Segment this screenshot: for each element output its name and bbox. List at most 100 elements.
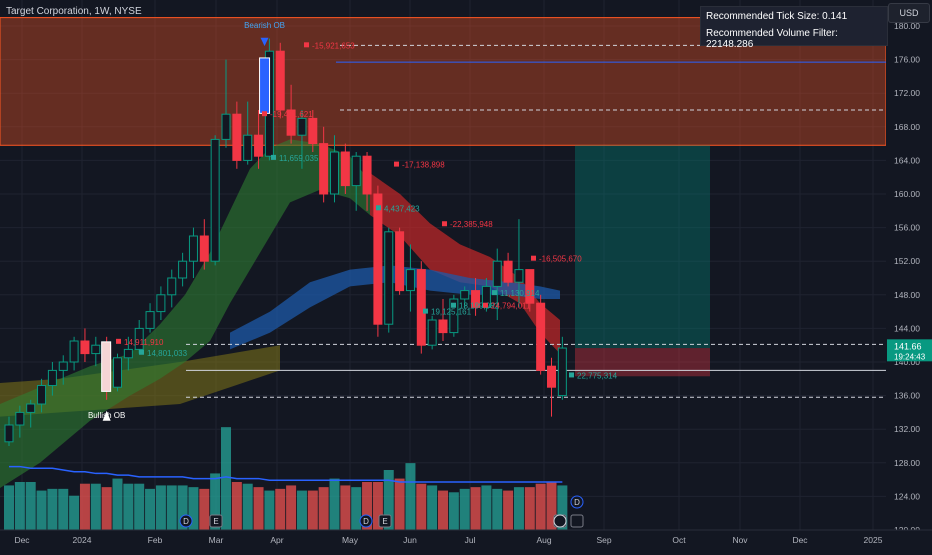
candle-body [123, 348, 133, 359]
split-event-icon[interactable] [553, 514, 567, 528]
volume-bar [58, 488, 69, 530]
volume-bar [166, 485, 177, 530]
tick-size-text: Recommended Tick Size: 0.141 [706, 11, 848, 22]
volume-bar [405, 463, 416, 530]
volume-bar [253, 487, 264, 530]
candle-body [91, 344, 101, 355]
time-tick-label: Dec [14, 535, 30, 545]
info-box: Recommended Tick Size: 0.141 Recommended… [700, 6, 888, 50]
event-icon-glyph: D [183, 517, 189, 526]
dividend-event-icon[interactable] [570, 495, 584, 509]
candle-body [427, 319, 437, 346]
value-label: 11,659,035 [279, 154, 319, 163]
volume-bar [535, 483, 546, 530]
candle-body [319, 143, 329, 195]
candle-body [221, 113, 231, 140]
candle-body [15, 411, 25, 426]
candle-body [232, 113, 242, 161]
time-tick-label: Aug [536, 535, 551, 545]
volume-bar [36, 490, 47, 530]
volume-bar [448, 492, 459, 530]
candle-body [308, 117, 318, 145]
ribbon-blue [230, 265, 560, 350]
value-label: -17,138,898 [402, 161, 445, 170]
candle-body [514, 269, 524, 283]
volume-bar [427, 485, 438, 530]
target-zone [575, 145, 710, 349]
candle-body [145, 311, 155, 329]
volume-bar [340, 485, 351, 530]
ribbon-red [370, 173, 560, 354]
volume-bar [155, 485, 166, 530]
candles [4, 38, 567, 446]
candle-body [536, 302, 546, 371]
volume-bar [275, 488, 286, 530]
candle-body [254, 134, 264, 157]
value-dot [116, 338, 121, 344]
volume-bar [438, 490, 448, 530]
price-axis[interactable] [886, 0, 932, 550]
time-tick-label: 2025 [864, 535, 883, 545]
candle-body [275, 50, 285, 111]
time-axis[interactable] [0, 530, 932, 550]
earnings-event-icon[interactable] [378, 514, 392, 528]
value-dot [451, 302, 456, 308]
candle-body [58, 361, 68, 371]
candle-body [492, 260, 502, 287]
volume-bar [145, 488, 156, 530]
price-tick-label: 144.00 [894, 323, 920, 333]
value-dot [394, 161, 399, 167]
volume-bars [4, 427, 568, 530]
value-dot [139, 349, 144, 355]
candle-body [47, 369, 57, 387]
price-tick-label: 140.00 [894, 357, 920, 367]
candle-body [362, 155, 372, 195]
candle-body [471, 290, 481, 308]
bullish-ob-marker [101, 341, 112, 392]
value-label: 11,130,914 [500, 289, 540, 298]
volume-bar [492, 488, 503, 530]
volume-bar [231, 482, 242, 530]
value-dot [423, 308, 428, 314]
bearish-ob-label: Bearish OB [244, 21, 285, 30]
volume-bar [351, 487, 362, 530]
volume-bar [372, 482, 383, 530]
value-label: 14,801,033 [147, 349, 188, 358]
time-tick-label: Sep [596, 535, 611, 545]
candle-body [460, 290, 470, 300]
earnings-event-icon[interactable] [209, 514, 223, 528]
event-icon-glyph: E [213, 517, 218, 526]
value-label: 24,794,011 [491, 302, 531, 311]
price-tick-label: 152.00 [894, 256, 920, 266]
candle-body [351, 155, 361, 187]
volume-bar [199, 488, 210, 530]
volume-bar [188, 487, 199, 530]
currency-button[interactable]: USD [888, 3, 930, 23]
time-tick-label: 2024 [73, 535, 92, 545]
dividend-event-icon[interactable] [179, 514, 193, 528]
time-tick-label: Nov [732, 535, 748, 545]
price-tick-label: 180.00 [894, 21, 920, 31]
value-label: 22,775,314 [577, 371, 618, 380]
value-dot [531, 255, 536, 261]
ribbon-green [0, 139, 370, 488]
volume-bar [318, 487, 329, 530]
volume-bar [470, 487, 481, 530]
earnings-event-icon[interactable] [570, 514, 584, 528]
candle-body [384, 231, 394, 325]
dividend-event-icon[interactable] [359, 514, 373, 528]
event-icon-glyph: D [574, 498, 580, 507]
volume-bar [25, 482, 36, 530]
candle-body [330, 151, 339, 195]
value-label: 18,199,982 [459, 302, 500, 311]
candle-body [134, 327, 144, 350]
volume-bar [242, 483, 253, 530]
volume-bar [221, 427, 231, 530]
candle-body [243, 134, 253, 161]
value-label: -22,385,948 [450, 220, 493, 229]
event-icon-glyph: D [363, 517, 369, 526]
price-tick-label: 128.00 [894, 458, 920, 468]
volume-bar [177, 485, 188, 530]
